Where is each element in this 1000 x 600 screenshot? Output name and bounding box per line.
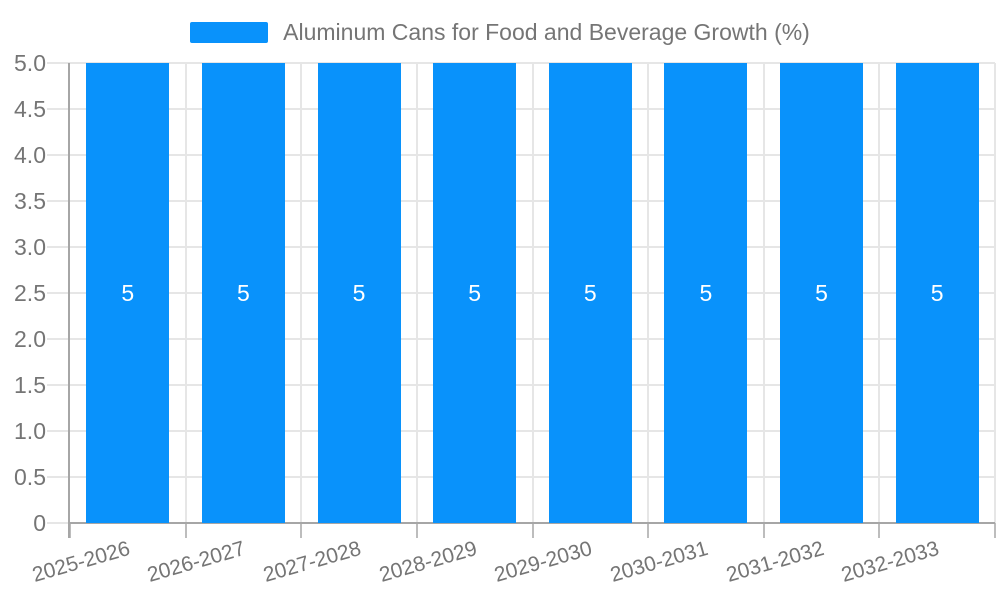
bar	[664, 63, 748, 523]
y-grid-line	[47, 292, 995, 294]
bar-value-label: 5	[352, 280, 366, 306]
x-grid-line	[184, 63, 187, 523]
y-tick-label: 5.0	[14, 50, 46, 76]
y-tick-label: 2.0	[14, 326, 46, 352]
bar	[895, 63, 979, 523]
y-tick-label: 0.5	[14, 464, 46, 490]
y-grid-line	[47, 338, 995, 340]
x-tick-mark	[300, 523, 303, 538]
bar	[780, 63, 864, 523]
y-grid-line	[47, 430, 995, 432]
bar-value-label: 5	[468, 280, 482, 306]
bar	[201, 63, 285, 523]
y-grid-line	[47, 62, 995, 64]
x-grid-line	[415, 63, 418, 523]
y-tick-label: 1.0	[14, 418, 46, 444]
bar-value-label: 5	[699, 280, 713, 306]
legend-swatch	[190, 21, 269, 43]
x-grid-line	[762, 63, 765, 523]
y-grid-line	[47, 154, 995, 156]
x-tick-mark	[531, 523, 534, 538]
y-grid-line	[47, 246, 995, 248]
y-tick-label: 3.0	[14, 234, 46, 260]
y-tick-label: 3.5	[14, 188, 46, 214]
x-tick-mark	[994, 523, 996, 538]
x-grid-line	[878, 63, 881, 523]
y-grid-line	[47, 108, 995, 110]
x-tick-mark	[69, 523, 71, 538]
y-tick-label: 1.5	[14, 372, 46, 398]
y-tick-label: 4.0	[14, 142, 46, 168]
x-tick-mark	[878, 523, 881, 538]
legend-label: Aluminum Cans for Food and Beverage Grow…	[283, 18, 810, 45]
x-tick-mark	[647, 523, 650, 538]
bar	[433, 63, 517, 523]
x-grid-line	[300, 63, 303, 523]
y-grid-line	[47, 200, 995, 202]
bar	[317, 63, 401, 523]
bar	[86, 63, 170, 523]
bar	[548, 63, 632, 523]
x-tick-mark	[415, 523, 418, 538]
bar-value-label: 5	[815, 280, 828, 306]
y-tick-label: 2.5	[14, 280, 46, 306]
bar-value-label: 5	[930, 280, 944, 306]
x-axis-line	[68, 522, 995, 524]
bar-value-label: 5	[237, 280, 250, 306]
y-grid-line	[47, 384, 995, 386]
y-tick-label: 0	[33, 510, 46, 536]
x-grid-line	[531, 63, 534, 523]
y-grid-line	[47, 476, 995, 478]
x-grid-line	[647, 63, 650, 523]
chart-legend: Aluminum Cans for Food and Beverage Grow…	[0, 17, 1000, 47]
x-tick-mark	[184, 523, 187, 538]
y-tick-label: 4.5	[14, 96, 46, 122]
y-axis-line	[68, 63, 70, 538]
bar-value-label: 5	[583, 280, 597, 306]
x-grid-line	[994, 63, 996, 523]
x-tick-mark	[762, 523, 765, 538]
bar-value-label: 5	[121, 280, 135, 306]
